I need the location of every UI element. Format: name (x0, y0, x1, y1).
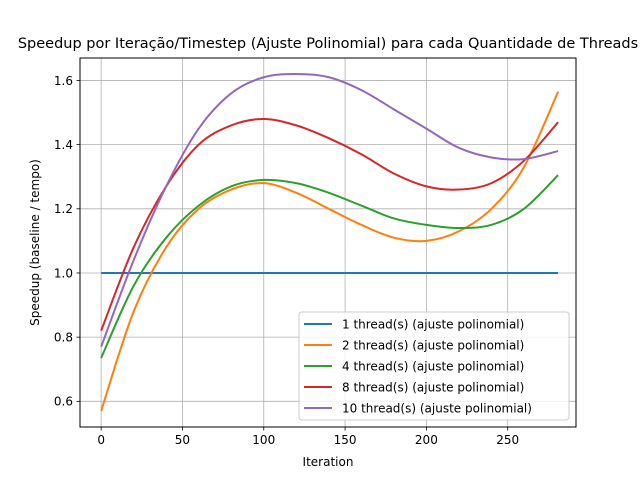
y-tick-label: 0.6 (54, 395, 73, 409)
chart-title: Speedup por Iteração/Timestep (Ajuste Po… (18, 36, 638, 52)
y-tick-label: 1.0 (54, 266, 73, 280)
series-line-4 (100, 73, 559, 348)
plot-frame (79, 57, 577, 428)
series-line-1 (100, 91, 560, 412)
y-tick-label: 1.6 (54, 74, 73, 88)
x-tick-label: 100 (252, 433, 275, 447)
x-tick-label: 150 (334, 433, 357, 447)
y-axis-label: Speedup (baseline / tempo) (28, 159, 42, 326)
x-tick-label: 50 (175, 433, 190, 447)
legend: 1 thread(s) (ajuste polinomial) 2 thread(… (298, 311, 570, 421)
legend-label: 8 thread(s) (ajuste polinomial) (342, 380, 524, 394)
x-tick-label: 250 (496, 433, 519, 447)
series-line-2 (100, 174, 559, 359)
y-axis-ticks: 0.6 0.8 1.0 1.2 1.4 1.6 (54, 74, 80, 409)
y-tick-label: 1.4 (54, 138, 73, 152)
x-axis-label: Iteration (303, 455, 354, 469)
x-tick-label: 200 (415, 433, 438, 447)
x-tick-label: 0 (97, 433, 105, 447)
series-lines (100, 73, 560, 412)
legend-label: 1 thread(s) (ajuste polinomial) (342, 317, 524, 331)
legend-label: 2 thread(s) (ajuste polinomial) (342, 338, 524, 352)
legend-label: 4 thread(s) (ajuste polinomial) (342, 359, 524, 373)
y-tick-label: 0.8 (54, 330, 73, 344)
x-axis-ticks: 0 50 100 150 200 250 (97, 427, 519, 447)
legend-box (298, 311, 570, 421)
legend-label: 10 thread(s) (ajuste polinomial) (342, 401, 532, 415)
y-tick-label: 1.2 (54, 202, 73, 216)
